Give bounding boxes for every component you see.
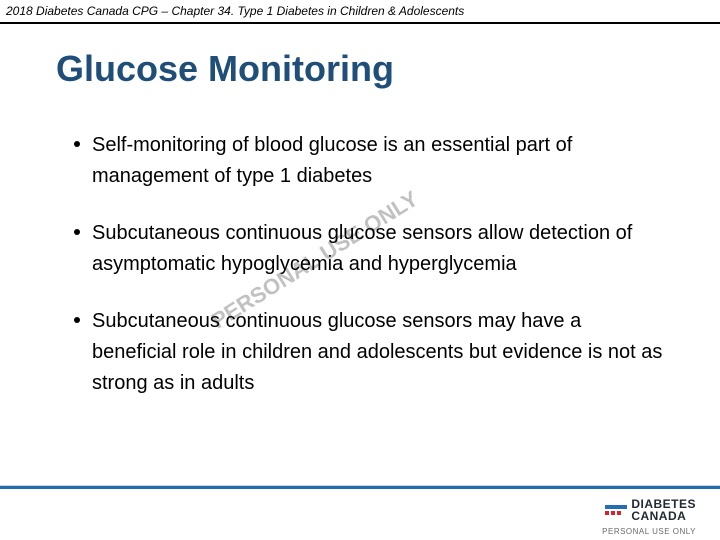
bullet-text: Subcutaneous continuous glucose sensors … [92,306,664,399]
bullet-text: Subcutaneous continuous glucose sensors … [92,218,664,280]
logo-text: DIABETES CANADA [631,498,696,522]
header: 2018 Diabetes Canada CPG – Chapter 34. T… [0,0,720,26]
logo: DIABETES CANADA [605,498,696,522]
header-text: 2018 Diabetes Canada CPG – Chapter 34. T… [6,4,464,18]
bullet-text: Self-monitoring of blood glucose is an e… [92,130,664,192]
slide: 2018 Diabetes Canada CPG – Chapter 34. T… [0,0,720,540]
bullet-dot-icon [74,317,80,323]
list-item: Self-monitoring of blood glucose is an e… [74,130,664,192]
bullet-dot-icon [74,229,80,235]
logo-mark-icon [605,505,627,515]
logo-dot [611,511,615,515]
page-title: Glucose Monitoring [56,48,394,90]
logo-line2: CANADA [631,510,696,522]
footer: DIABETES CANADA PERSONAL USE ONLY [0,480,720,540]
bullet-dot-icon [74,141,80,147]
logo-dot [605,511,609,515]
logo-dots [605,511,627,515]
footer-rule-blue [0,486,720,489]
footer-note: PERSONAL USE ONLY [602,527,696,536]
bullet-list: Self-monitoring of blood glucose is an e… [74,130,664,425]
header-underline [0,22,720,24]
logo-bar-top [605,505,627,509]
list-item: Subcutaneous continuous glucose sensors … [74,218,664,280]
list-item: Subcutaneous continuous glucose sensors … [74,306,664,399]
logo-dot [617,511,621,515]
